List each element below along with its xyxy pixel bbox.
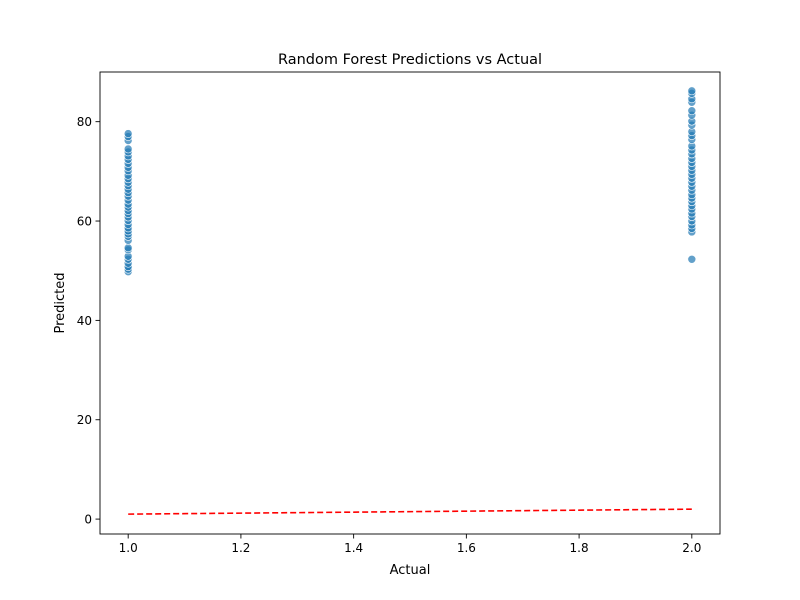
x-axis-label: Actual	[390, 563, 431, 578]
data-point	[123, 129, 133, 138]
y-tick-label: 60	[77, 215, 92, 229]
data-point	[123, 144, 133, 154]
axes: 1.0 1.2 1.4 1.6 1.8 2.0 0 20 40 60 80	[77, 71, 721, 555]
data-point	[687, 106, 697, 116]
x-tick-label: 2.0	[682, 541, 701, 555]
x-tick-label: 1.6	[457, 541, 476, 555]
data-point	[123, 243, 133, 253]
data-point	[687, 254, 697, 264]
data-point	[687, 86, 697, 96]
y-tick-label: 80	[77, 115, 92, 129]
reference-line	[128, 508, 692, 515]
y-tick-label: 40	[77, 314, 92, 328]
x-tick-label: 1.0	[119, 541, 138, 555]
plot-area	[123, 86, 697, 515]
x-tick-label: 1.8	[570, 541, 589, 555]
x-tick-label: 1.4	[344, 541, 363, 555]
x-tick-label: 1.2	[231, 541, 250, 555]
y-tick-label: 20	[77, 413, 92, 427]
y-tick-label: 0	[84, 513, 92, 527]
y-axis-label: Predicted	[53, 272, 68, 333]
chart-title: Random Forest Predictions vs Actual	[278, 52, 542, 68]
axes-frame	[99, 71, 721, 535]
